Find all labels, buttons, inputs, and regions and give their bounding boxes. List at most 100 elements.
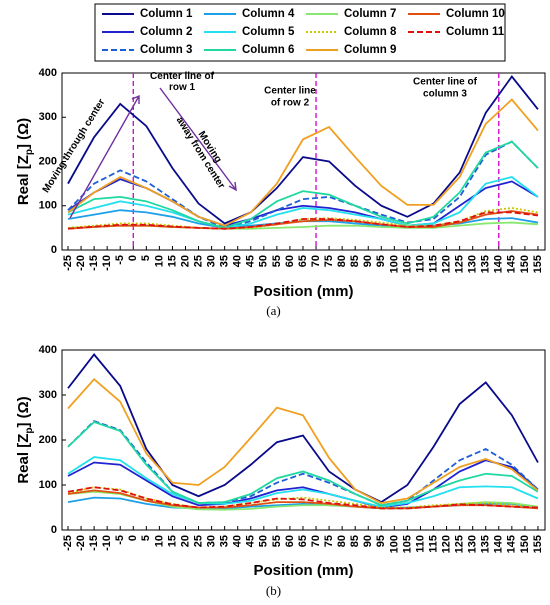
x-tick-label: 70 bbox=[310, 535, 322, 547]
data-line bbox=[67, 456, 539, 508]
x-tick-label: -20 bbox=[75, 255, 87, 271]
x-tick-label: 35 bbox=[219, 535, 231, 547]
data-line bbox=[67, 459, 539, 509]
panel-label: (b) bbox=[266, 583, 281, 598]
x-tick-label: 0 bbox=[127, 535, 139, 541]
x-tick-label: 40 bbox=[232, 255, 244, 267]
data-line bbox=[67, 486, 538, 510]
y-tick-label: 0 bbox=[51, 244, 57, 256]
data-line bbox=[67, 98, 539, 227]
x-tick-label: -5 bbox=[114, 535, 126, 545]
x-tick-label: 30 bbox=[206, 535, 218, 547]
y-axis-label-part: p bbox=[24, 149, 35, 155]
x-tick-label: 75 bbox=[323, 535, 335, 547]
annotation: Center line of bbox=[413, 77, 478, 88]
y-tick-label: 100 bbox=[39, 479, 57, 491]
x-tick-label: 120 bbox=[440, 255, 452, 273]
y-axis-label-part: Real [Z bbox=[15, 434, 32, 484]
y-tick-label: 200 bbox=[39, 155, 57, 167]
annotation: of row 2 bbox=[271, 98, 310, 109]
legend-label: Column 6 bbox=[242, 44, 294, 56]
x-tick-label: 85 bbox=[349, 255, 361, 267]
data-line bbox=[67, 75, 539, 225]
x-tick-label: 65 bbox=[297, 255, 309, 267]
x-tick-label: 90 bbox=[362, 255, 374, 267]
x-tick-label: -5 bbox=[114, 255, 126, 265]
legend-label: Column 1 bbox=[140, 8, 193, 20]
data-line bbox=[67, 489, 539, 510]
x-tick-label: 80 bbox=[336, 255, 348, 267]
x-tick-label: 130 bbox=[467, 255, 479, 273]
x-tick-label: 125 bbox=[454, 255, 466, 273]
x-tick-label: 95 bbox=[375, 255, 387, 267]
legend-label: Column 11 bbox=[446, 26, 505, 38]
x-tick-label: 100 bbox=[388, 255, 400, 273]
x-tick-label: 120 bbox=[440, 535, 452, 553]
data-line bbox=[67, 420, 539, 507]
data-line bbox=[67, 486, 539, 509]
y-tick-label: 400 bbox=[39, 344, 57, 356]
x-tick-label: -20 bbox=[75, 535, 87, 551]
x-tick-label: 115 bbox=[427, 255, 439, 273]
y-axis-label: Real [Zp] (Ω) bbox=[15, 396, 35, 483]
x-tick-label: 10 bbox=[153, 255, 165, 267]
x-tick-label: 45 bbox=[245, 255, 257, 267]
x-tick-label: 155 bbox=[532, 535, 544, 553]
x-tick-label: 145 bbox=[506, 255, 518, 273]
x-tick-label: 30 bbox=[206, 255, 218, 267]
x-tick-label: 85 bbox=[349, 535, 361, 547]
x-tick-label: -25 bbox=[62, 255, 74, 271]
x-tick-label: 155 bbox=[532, 255, 544, 273]
x-tick-label: 135 bbox=[480, 255, 492, 273]
data-line bbox=[67, 140, 539, 229]
x-tick-label: 150 bbox=[519, 535, 531, 553]
y-axis-label-part: ] (Ω) bbox=[15, 118, 32, 149]
x-tick-label: 40 bbox=[232, 535, 244, 547]
x-tick-label: 60 bbox=[284, 535, 296, 547]
x-tick-label: 5 bbox=[140, 535, 152, 541]
data-line bbox=[67, 420, 539, 507]
x-tick-label: 45 bbox=[245, 535, 257, 547]
legend-label: Column 4 bbox=[242, 8, 295, 20]
annotation: Center line bbox=[264, 86, 316, 97]
x-tick-label: 105 bbox=[401, 535, 413, 553]
x-tick-label: 55 bbox=[271, 535, 283, 547]
y-axis-label-part: ] (Ω) bbox=[15, 396, 32, 427]
x-tick-label: 5 bbox=[140, 255, 152, 261]
x-tick-label: 20 bbox=[179, 255, 191, 267]
legend-label: Column 2 bbox=[140, 26, 192, 38]
legend-label: Column 3 bbox=[140, 44, 192, 56]
legend-label: Column 5 bbox=[242, 26, 295, 38]
x-tick-label: 55 bbox=[271, 255, 283, 267]
x-tick-label: 95 bbox=[375, 535, 387, 547]
x-tick-label: 150 bbox=[519, 255, 531, 273]
x-tick-label: -25 bbox=[62, 535, 74, 551]
x-tick-label: 115 bbox=[427, 535, 439, 553]
annotation: Center line of bbox=[150, 71, 215, 82]
y-axis-label-part: Real [Z bbox=[15, 155, 32, 205]
legend-label: Column 8 bbox=[344, 26, 397, 38]
x-tick-label: 80 bbox=[336, 535, 348, 547]
annotation-arrow bbox=[69, 94, 140, 219]
y-axis-label: Real [Zp] (Ω) bbox=[15, 118, 35, 205]
y-tick-label: 300 bbox=[39, 389, 57, 401]
x-tick-label: 20 bbox=[179, 535, 191, 547]
x-tick-label: 110 bbox=[414, 255, 426, 273]
y-tick-label: 100 bbox=[39, 200, 57, 212]
data-line bbox=[67, 140, 539, 229]
x-tick-label: 25 bbox=[192, 535, 204, 547]
y-axis-label-part: p bbox=[24, 428, 35, 434]
x-tick-label: 135 bbox=[480, 535, 492, 553]
x-tick-label: 145 bbox=[506, 535, 518, 553]
y-tick-label: 200 bbox=[39, 434, 57, 446]
data-line bbox=[67, 377, 539, 504]
x-tick-label: 100 bbox=[388, 535, 400, 553]
x-tick-label: 130 bbox=[467, 535, 479, 553]
x-tick-label: 140 bbox=[493, 535, 505, 553]
x-tick-label: 0 bbox=[127, 255, 139, 261]
x-tick-label: 70 bbox=[310, 255, 322, 267]
annotation: row 1 bbox=[169, 82, 196, 93]
x-tick-label: 75 bbox=[323, 255, 335, 267]
x-tick-label: 10 bbox=[153, 535, 165, 547]
x-tick-label: 50 bbox=[258, 255, 270, 267]
